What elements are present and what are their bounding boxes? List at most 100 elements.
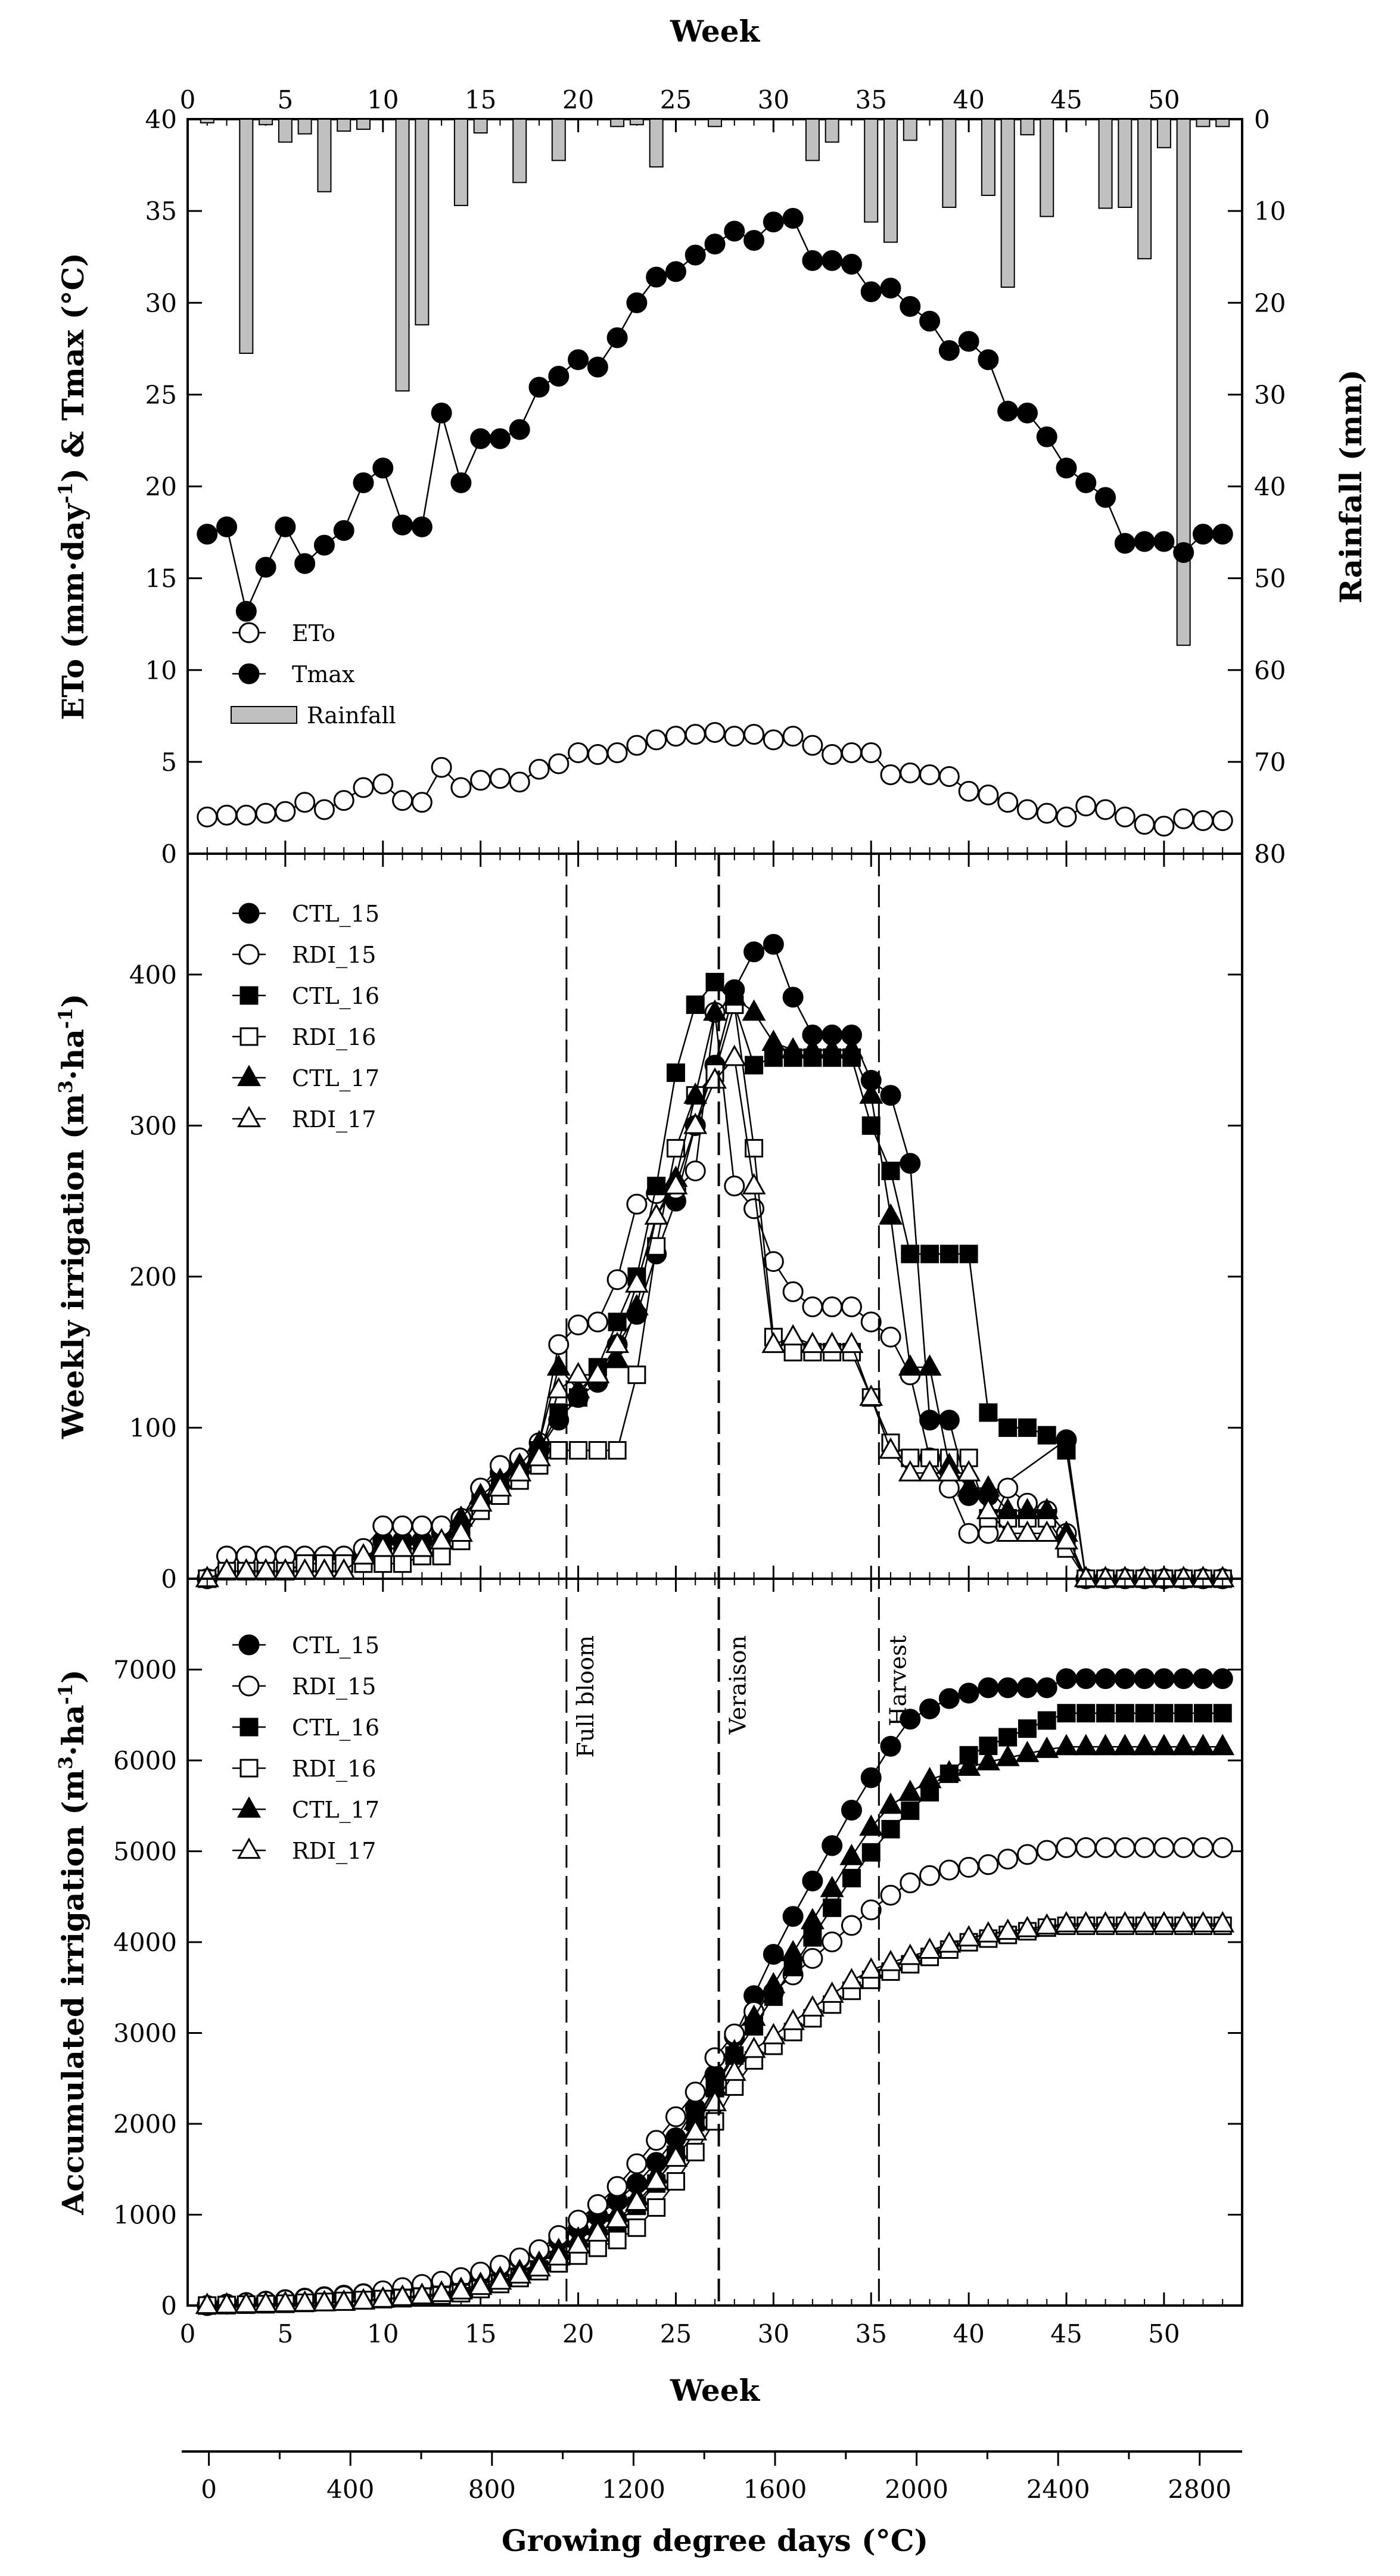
RDI_17-point [1093, 1566, 1118, 1588]
RDI_16-point [666, 2172, 685, 2191]
RDI_15-point [1173, 1837, 1194, 1858]
gdd-tick-label: 2000 [885, 2475, 948, 2504]
Tmax-point [880, 278, 901, 299]
legend-marker [237, 1065, 261, 1087]
RDI_17-point [1171, 1566, 1196, 1588]
CTL_16-point [1037, 1711, 1056, 1730]
y-tick-label: 6000 [113, 1746, 177, 1775]
y-tick-label: 25 [145, 380, 177, 409]
RDI_15-point [1114, 1837, 1135, 1858]
ETo-point [489, 768, 511, 789]
rainfall-bar [708, 119, 722, 127]
RDI_17-point [1211, 1566, 1235, 1588]
RDI_17-point [722, 2059, 746, 2081]
RDI_17-point [976, 1921, 1000, 1943]
CTL_17-point [1054, 1734, 1078, 1756]
CTL_16-point [842, 1869, 861, 1888]
Tmax-point [275, 516, 296, 537]
y2-axis-title: Rainfall (mm) [1333, 369, 1368, 603]
CTL_16-point [823, 1898, 842, 1917]
x-tick-label: 35 [855, 2319, 886, 2348]
RDI_15-point [1134, 1837, 1155, 1858]
legend-label: ETo [292, 620, 335, 646]
rainfall-bar [629, 119, 644, 126]
Tmax-point [860, 281, 882, 303]
Tmax-point [802, 250, 823, 271]
CTL_17-point [742, 2004, 766, 2026]
ETo-point [978, 784, 999, 805]
RDI_17-point [664, 2145, 688, 2167]
RDI_15-line [206, 1012, 1223, 1580]
RDI_17-point [254, 2291, 278, 2313]
Tmax-point [216, 516, 238, 537]
RDI_17-point [917, 1460, 942, 1482]
Tmax-point [587, 356, 608, 378]
RDI_17-point [586, 1362, 610, 1383]
RDI_15-point [1075, 1837, 1097, 1858]
RDI_15-point [822, 1296, 843, 1318]
y2-tick-label: 0 [1254, 105, 1270, 134]
RDI_17-point [1035, 1913, 1059, 1935]
legend-label: RDI_17 [292, 1838, 376, 1865]
Tmax-point [919, 310, 941, 332]
x-tick-label: 50 [1148, 2319, 1180, 2348]
RDI_17-point [312, 2289, 337, 2311]
ETo-point [470, 770, 491, 791]
RDI_16-point [647, 2198, 666, 2217]
CTL_15-point [763, 1943, 784, 1965]
ETo-point [1016, 799, 1038, 820]
RDI_17-point [546, 2244, 571, 2266]
RDI_15-point [1153, 1837, 1175, 1858]
rainfall-bar [1000, 119, 1015, 288]
event-label: Harvest [885, 1635, 911, 1726]
RDI_15-point [978, 1854, 999, 1875]
ETo-point [860, 742, 882, 763]
CTL_17-point [917, 1766, 942, 1788]
RDI_16-point [627, 2218, 646, 2237]
CTL_17-point [742, 999, 766, 1021]
RDI_15-point [411, 1515, 433, 1536]
RDI_17-point [1113, 1566, 1137, 1588]
rainfall-bar [1156, 119, 1171, 148]
y-axis-title: Accumulated irrigation (m3·ha-1) [54, 1669, 91, 2215]
CTL_17-line [207, 1746, 1223, 2307]
rainfall-bar [1098, 119, 1113, 209]
Tmax-point [470, 428, 491, 449]
rainfall-bar [805, 119, 820, 161]
RDI_17-point [527, 1445, 551, 1467]
y2-tick-label: 50 [1254, 564, 1286, 593]
RDI_17-point [488, 2268, 512, 2290]
RDI_17-point [1152, 1911, 1176, 1933]
CTL_16-point [979, 1736, 998, 1755]
CTL_16-point [1057, 1704, 1076, 1723]
RDI_17-point [351, 2288, 375, 2310]
CTL_17-point [898, 1779, 922, 1802]
legend-marker [238, 663, 260, 685]
RDI_17-point [1015, 1915, 1040, 1937]
rainfall-bar [942, 119, 957, 208]
RDI_17-point [800, 1995, 825, 2017]
ETo-point [900, 762, 921, 783]
RDI_17-point [976, 1498, 1000, 1520]
RDI_15-point [1192, 1837, 1214, 1858]
rainfall-bar [395, 119, 410, 392]
x-tick-label: 45 [1050, 2319, 1082, 2348]
RDI_17-point [195, 2292, 219, 2314]
RDI_17-point [390, 2285, 415, 2306]
legend-marker [238, 1675, 260, 1697]
y-tick-label: 35 [145, 197, 177, 226]
RDI_17-point [1133, 1911, 1157, 1933]
RDI_17-point [371, 2286, 395, 2308]
CTL_15-point [919, 1698, 941, 1719]
RDI_15-point [743, 1198, 765, 1219]
Tmax-point [1095, 487, 1116, 508]
CTL_17-point [995, 1744, 1020, 1766]
rainfall-bar [1215, 119, 1230, 127]
y2-tick-label: 30 [1254, 380, 1286, 409]
Tmax-point [704, 234, 726, 255]
Tmax-point [1016, 402, 1038, 424]
RDI_16-point [608, 2230, 627, 2250]
ETo-point [841, 742, 862, 763]
CTL_15-point [880, 1085, 901, 1106]
ETo-point [197, 806, 218, 827]
